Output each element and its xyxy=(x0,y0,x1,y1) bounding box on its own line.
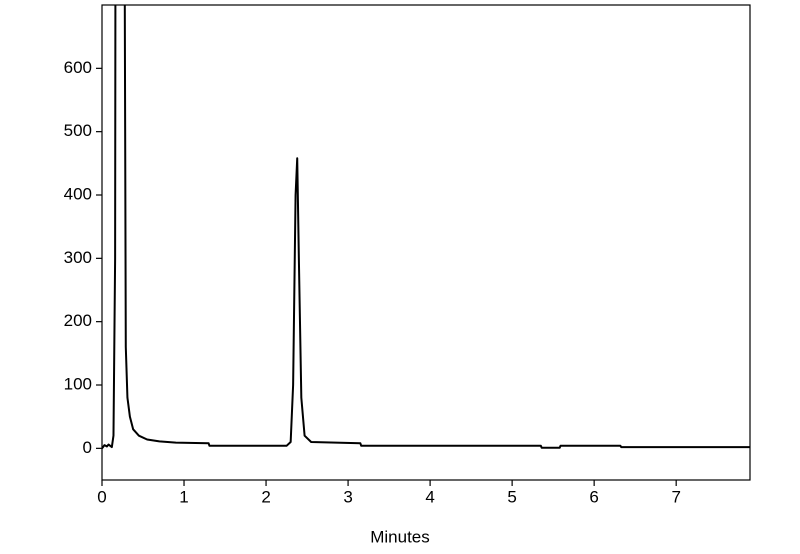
y-tick-label: 600 xyxy=(64,58,92,77)
y-tick-label: 200 xyxy=(64,311,92,330)
y-tick-label: 300 xyxy=(64,248,92,267)
x-tick-label: 7 xyxy=(671,487,680,506)
y-tick-label: 0 xyxy=(83,438,92,457)
x-tick-label: 0 xyxy=(97,487,106,506)
y-tick-label: 400 xyxy=(64,184,92,203)
x-axis-label: Minutes xyxy=(370,527,430,546)
plot-frame xyxy=(101,4,751,481)
x-tick-label: 1 xyxy=(179,487,188,506)
x-tick-label: 5 xyxy=(507,487,516,506)
x-tick-label: 6 xyxy=(589,487,598,506)
x-tick-label: 3 xyxy=(343,487,352,506)
y-tick-label: 500 xyxy=(64,121,92,140)
chromatogram-line xyxy=(102,5,750,449)
x-tick-label: 2 xyxy=(261,487,270,506)
x-tick-label: 4 xyxy=(425,487,434,506)
y-tick-label: 100 xyxy=(64,374,92,393)
